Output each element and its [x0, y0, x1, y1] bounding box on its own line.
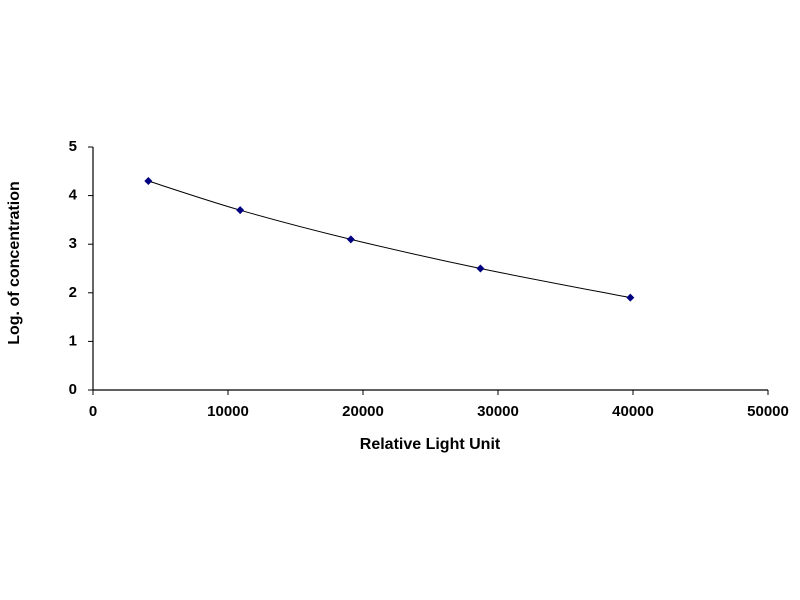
- point: [236, 206, 245, 215]
- point: [476, 264, 485, 273]
- x-tick-label: 30000: [477, 403, 519, 420]
- point: [346, 235, 355, 244]
- y-tick-label: 0: [69, 381, 77, 398]
- fit-line: [148, 180, 631, 299]
- y-axis-label: Log. of concentration: [6, 181, 23, 345]
- x-tick-label: 40000: [612, 403, 654, 420]
- x-tick-label: 20000: [342, 403, 384, 420]
- y-tick-label: 4: [69, 187, 78, 204]
- y-tick-label: 2: [69, 284, 77, 301]
- y-tick-label: 5: [69, 138, 77, 155]
- y-tick-label: 3: [69, 235, 77, 252]
- x-tick-label: 50000: [747, 403, 789, 420]
- x-tick-label: 0: [89, 403, 97, 420]
- y-tick-label: 1: [69, 332, 77, 349]
- point: [626, 293, 635, 302]
- point: [144, 177, 153, 186]
- x-axis-label: Relative Light Unit: [360, 436, 501, 453]
- x-tick-label: 10000: [207, 403, 249, 420]
